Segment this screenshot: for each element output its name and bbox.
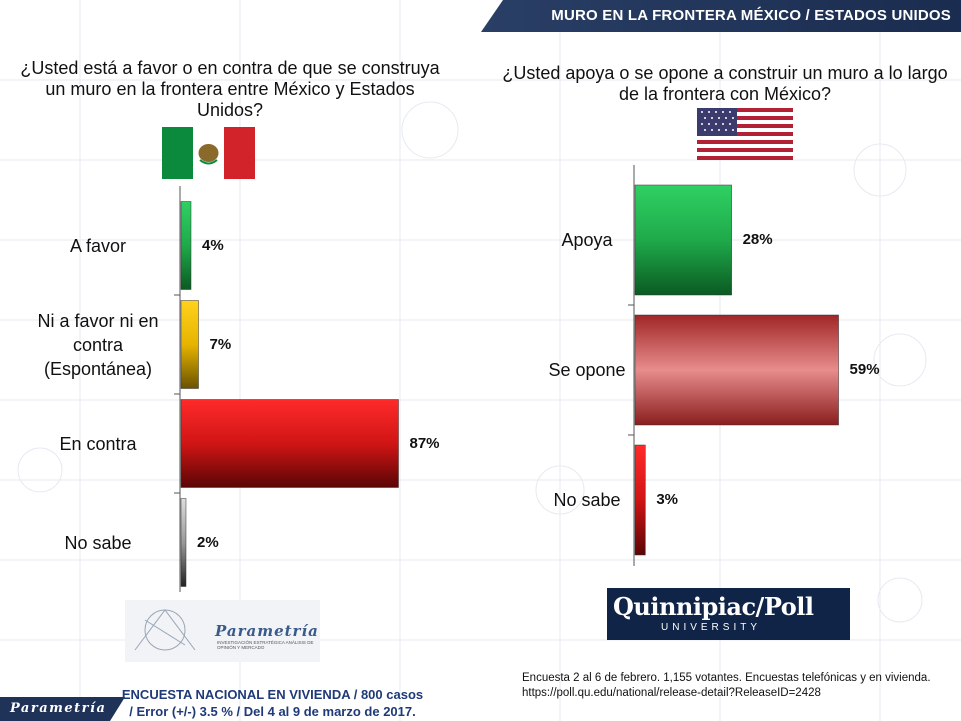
page-title: MURO EN LA FRONTERA MÉXICO / ESTADOS UNI… bbox=[551, 7, 951, 24]
chart-1-category-label-4: No sabe bbox=[64, 532, 132, 553]
chart-2-bar-2 bbox=[634, 314, 839, 426]
chart-1-bar-4 bbox=[180, 498, 187, 587]
quinnipiac-logo-subtitle: UNIVERSITY bbox=[661, 622, 762, 633]
chart-1-value-label-4: 2% bbox=[197, 533, 219, 551]
chart-1-bar-1 bbox=[180, 201, 192, 290]
footer-brand-text: Parametría bbox=[10, 701, 107, 716]
chart-2-category-label-1: Apoya bbox=[561, 230, 613, 250]
quinnipiac-logo-text: Quinnipiac/Poll bbox=[613, 592, 814, 621]
chart-2-bar-3 bbox=[634, 444, 646, 556]
quinnipiac-logo: Quinnipiac/Poll UNIVERSITY bbox=[607, 588, 850, 640]
survey-note: ENCUESTA NACIONAL EN VIVIENDA / 800 caso… bbox=[121, 687, 424, 719]
footer-brand-bar: Parametría bbox=[0, 697, 125, 721]
chart-1-category-label-2: Ni a favor ni en contra (Espontánea) bbox=[37, 310, 159, 379]
chart-1-bar-2 bbox=[180, 300, 199, 389]
left-question: ¿Usted está a favor o en contra de que s… bbox=[20, 58, 440, 120]
chart-1-value-label-1: 4% bbox=[202, 236, 224, 254]
source-note: Encuesta 2 al 6 de febrero. 1,155 votant… bbox=[522, 672, 931, 699]
parametria-logo-subtitle: INVESTIGACIÓN ESTRATÉGICA ANÁLISIS DE OP… bbox=[217, 640, 314, 650]
header-bar bbox=[481, 0, 961, 32]
chart-1-category-label-1: A favor bbox=[69, 235, 127, 256]
chart-1-bar-3 bbox=[180, 399, 399, 488]
chart-2-category-label-3: No sabe bbox=[553, 490, 621, 510]
chart-2-category-label-2: Se opone bbox=[548, 360, 626, 380]
chart-2-bar-1 bbox=[634, 184, 732, 296]
chart-1-category-label-3: En contra bbox=[59, 433, 137, 454]
parametria-logo: Parametría INVESTIGACIÓN ESTRATÉGICA ANÁ… bbox=[125, 600, 320, 662]
chart-2-value-label-3: 3% bbox=[656, 491, 679, 508]
right-question: ¿Usted apoya o se opone a construir un m… bbox=[502, 63, 948, 104]
parametria-logo-text: Parametría bbox=[215, 622, 319, 640]
chart-2-value-label-2: 59% bbox=[849, 361, 880, 378]
usa-flag-icon bbox=[697, 108, 793, 160]
chart-1-value-label-3: 87% bbox=[409, 434, 440, 452]
mexico-flag-icon bbox=[162, 127, 255, 179]
parametria-emblem-icon bbox=[134, 609, 196, 651]
chart-2-value-label-1: 28% bbox=[742, 231, 773, 248]
chart-1-value-label-2: 7% bbox=[209, 335, 232, 353]
